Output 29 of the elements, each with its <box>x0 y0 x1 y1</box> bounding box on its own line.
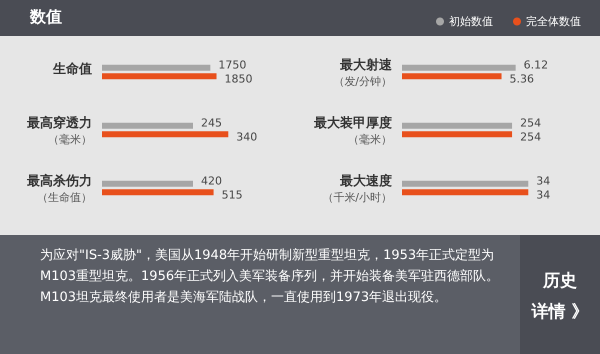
text: 为应对"IS-3威胁"，美国从1948年开始研制新型重型坦克，1953年正式定型为M103重型坦克。1956年正式列入美军装备序列，并开始装备美军驻西德部队。M103坦克最终使用者是美海军陆战队，一直使用到1973年退出现役。 <box>40 247 500 307</box>
chart-title: 最大射速 <box>339 58 393 73</box>
data-label: 245 <box>201 116 222 130</box>
data-label: 34 <box>536 188 550 202</box>
text: 历史 <box>542 270 578 292</box>
text: 详情 》 <box>530 301 590 323</box>
text: （毫米） <box>48 133 92 146</box>
chart-title: 最大装甲厚度 <box>313 115 392 131</box>
data-label: 34 <box>536 174 550 188</box>
data-label: 1750 <box>218 58 246 72</box>
text: （发/分钟） <box>333 75 392 88</box>
data-label: 515 <box>222 188 243 202</box>
data-label: 340 <box>236 130 258 144</box>
data-label: 420 <box>201 174 222 188</box>
data-label: 254 <box>520 130 542 144</box>
data-label: 5.36 <box>510 72 534 86</box>
legend-label: 完全体数值 <box>526 15 581 28</box>
legend-label: 初始数值 <box>449 15 493 28</box>
text: （生命值） <box>37 191 92 204</box>
data-label: 254 <box>520 116 542 130</box>
text: （毫米） <box>348 133 392 146</box>
data-label: 1850 <box>224 72 253 86</box>
text: 数值 <box>30 7 62 28</box>
data-label: 6.12 <box>524 58 548 72</box>
chart-title: 最高杀伤力 <box>26 173 92 189</box>
chart-title: 生命值 <box>52 62 92 77</box>
text: （千米/小时） <box>322 191 392 204</box>
chart-title: 最高穿透力 <box>26 115 92 131</box>
chart-title: 最大速度 <box>339 173 392 189</box>
